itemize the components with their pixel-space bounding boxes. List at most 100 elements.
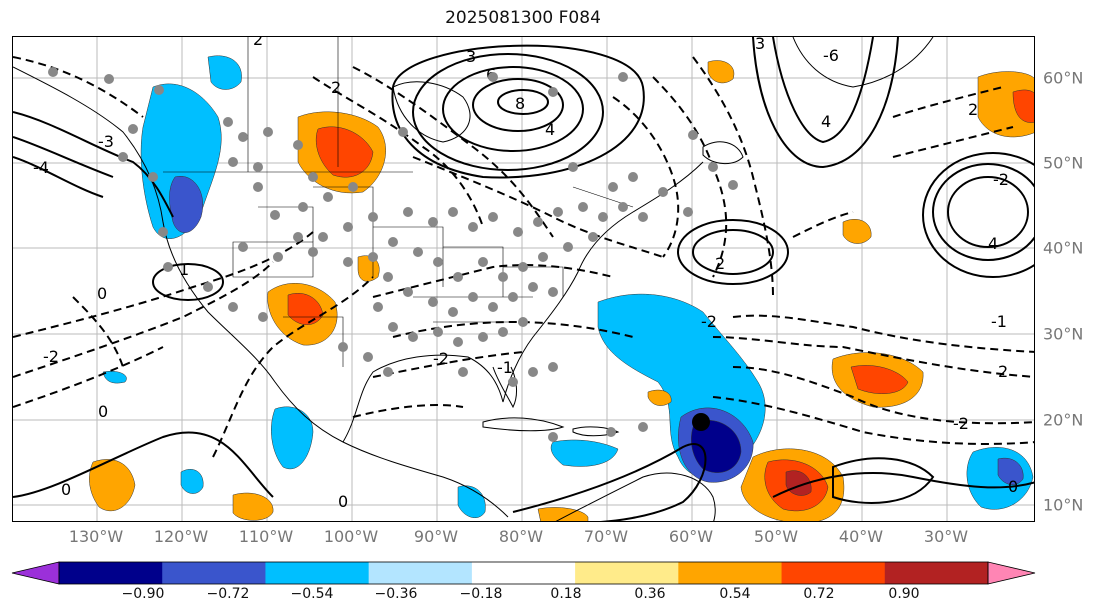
shade-neg-northwest-core [169, 175, 203, 233]
contour-pacific-4 [13, 136, 114, 178]
shade-pos-greenland [977, 71, 1034, 138]
colorbar-tick: 0.36 [634, 586, 666, 602]
colorbar-tick: −0.54 [290, 586, 334, 602]
contour-pacific-1 [13, 111, 174, 218]
shade-neg-eastatlantic-core [997, 457, 1024, 486]
coastlines [13, 37, 934, 521]
contour-label: 0 [61, 480, 71, 499]
lon-label: 120°W [153, 527, 209, 546]
lon-label: 70°W [583, 527, 629, 546]
contour-label: 2 [715, 254, 725, 273]
contour-atlantic-east-3 [932, 163, 1034, 261]
map-title: 2025081300 F084 [445, 8, 601, 28]
contour-eastatl-1 [832, 457, 935, 504]
contour-label: 2 [253, 37, 263, 49]
coast-greenland [792, 37, 934, 88]
contour-label: -2 [993, 170, 1009, 189]
colorbar-extend-low [11, 561, 60, 585]
shade-pos-azores [842, 219, 872, 244]
colorbar-segment [59, 562, 163, 584]
anomaly-shading [89, 55, 1034, 521]
contour-atlantic-east-2 [922, 152, 1034, 278]
contour-label: -3 [98, 132, 114, 151]
contours-solid [13, 37, 1034, 521]
colorbar-segment [884, 562, 989, 584]
contour-label: 0 [97, 284, 107, 303]
contour-label: 0 [338, 492, 348, 511]
contour-label: 4 [821, 112, 831, 131]
shade-pos-greenland-core [1012, 89, 1034, 123]
lat-label: 50°N [1043, 153, 1084, 173]
coast-gulf-atlantic [342, 161, 704, 443]
lon-label: 90°W [413, 527, 459, 546]
contour-east-0 [772, 472, 1034, 498]
contour-label: 8 [515, 94, 525, 113]
shade-neg-centralamerica [550, 439, 619, 467]
colorbar-segment [162, 562, 266, 584]
coast-pacific-northamerica [13, 66, 509, 518]
contour-label: 2 [331, 78, 341, 97]
coast-hispaniola [572, 426, 620, 437]
contour-label: -2 [953, 414, 969, 433]
lon-label: 50°W [753, 527, 799, 546]
lon-label: 100°W [323, 527, 379, 546]
contour-hudson-3 [412, 53, 604, 171]
colorbar-segment [265, 562, 370, 584]
contour-atlantic-mid-2 [692, 229, 774, 275]
colorbar-tick: 0.72 [803, 586, 835, 602]
shade-neg-gulf [457, 485, 486, 519]
contour-greenland-4 [772, 37, 874, 144]
contour-caribbean-1 [512, 443, 707, 521]
map-canvas: 8 6 4 3 2 1 0 -1 -2 -3 -4 -6 4 2 4 2 0 0… [13, 37, 1034, 521]
lon-label: 110°W [238, 527, 294, 546]
shade-pos-southcoast [537, 507, 589, 521]
lon-label: 60°W [668, 527, 714, 546]
shade-pos-pacific-left [89, 459, 136, 512]
map-panel: 8 6 4 3 2 1 0 -1 -2 -3 -4 -6 4 2 4 2 0 0… [12, 36, 1035, 522]
contour-tropics-0 [13, 431, 274, 498]
colorbar-segment [575, 562, 679, 584]
lon-label: 130°W [68, 527, 124, 546]
shade-neg-bc [207, 55, 242, 90]
shade-neg-pacific-tiny [102, 371, 127, 384]
lon-label: 30°W [923, 527, 969, 546]
colorbar-tick: 0.18 [550, 586, 582, 602]
coast-southamerica [555, 472, 716, 521]
lat-label: 60°N [1043, 68, 1084, 88]
station-markers [48, 67, 738, 442]
contour-label: 3 [466, 47, 476, 66]
shade-pos-pacific-mid [232, 492, 274, 521]
colorbar-segment [368, 562, 473, 584]
contour-greenland-2 [752, 37, 899, 169]
colorbar-tick: 0.90 [888, 586, 920, 602]
contour-hudson-6 [472, 78, 564, 132]
contour-hudson-8 [497, 89, 549, 115]
contour-label: 2 [998, 362, 1008, 381]
shade-pos-bahamas [647, 389, 672, 406]
colorbar-svg [11, 561, 1036, 585]
storm-center-marker [692, 413, 710, 431]
contour-label: -4 [33, 158, 49, 177]
contour-label: 1 [179, 260, 189, 279]
contour-label: 0 [1008, 477, 1018, 496]
contour-hudson-4 [442, 66, 584, 152]
graticule [13, 37, 1034, 521]
contour-label: -2 [701, 312, 717, 331]
contour-label: -6 [823, 46, 839, 65]
colorbar-extend-high [987, 561, 1036, 585]
contour-label: 2 [968, 100, 978, 119]
contour-labels: 8 6 4 3 2 1 0 -1 -2 -3 -4 -6 4 2 4 2 0 0… [33, 37, 1018, 511]
shade-pos-midatlantic-core [850, 365, 909, 394]
coast-newfoundland [702, 141, 744, 164]
contour-label: -2 [433, 349, 449, 368]
lat-label: 30°N [1043, 324, 1084, 344]
contour-pacific-3 [13, 156, 104, 198]
lon-label: 40°W [838, 527, 884, 546]
contour-label: 4 [545, 120, 555, 139]
shade-neg-mexico [271, 406, 314, 469]
colorbar-frame [58, 561, 989, 585]
colorbar-tick: 0.54 [719, 586, 751, 602]
contour-atlantic-mid-1 [677, 219, 789, 285]
lat-label: 10°N [1043, 495, 1084, 515]
contour-label: -1 [497, 358, 513, 377]
